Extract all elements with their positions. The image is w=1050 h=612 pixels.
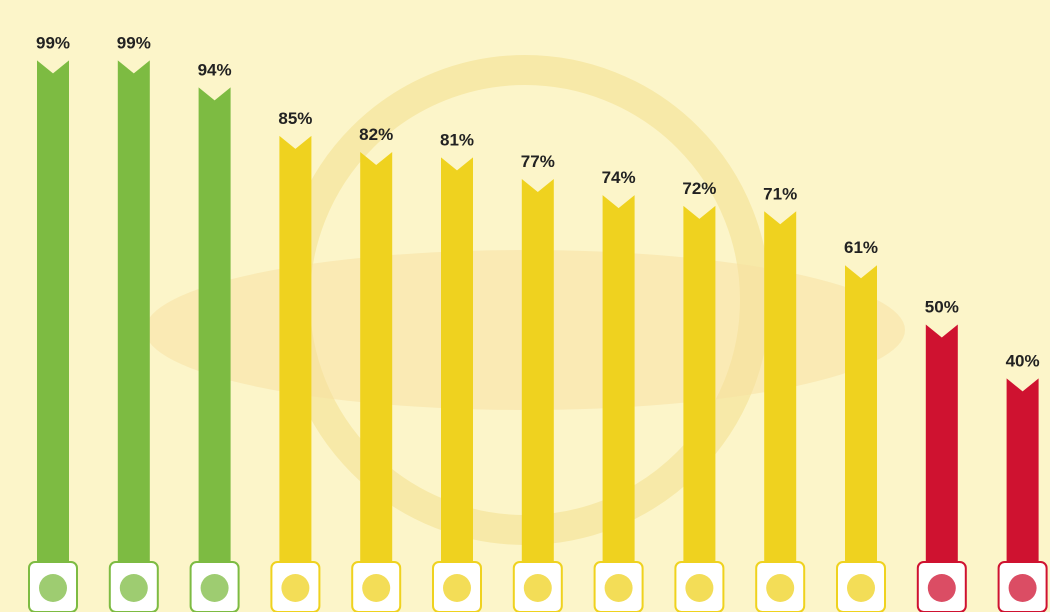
value-label: 77% — [521, 152, 555, 171]
value-label: 85% — [278, 109, 312, 128]
logo-emblem — [604, 574, 633, 602]
bar — [764, 211, 797, 612]
value-label: 71% — [763, 184, 797, 203]
bar — [683, 205, 716, 612]
bar — [521, 178, 554, 612]
logo-emblem — [39, 574, 67, 602]
value-label: 99% — [36, 33, 70, 52]
bar — [37, 60, 69, 612]
logo-emblem — [281, 574, 310, 602]
bar — [925, 324, 958, 612]
logo-emblem — [119, 574, 148, 602]
bars: 99% 99% 94% 85% 82% 81% 77% 74% 72% 71% 61% 50% 40% — [36, 33, 1040, 612]
value-label: 94% — [198, 60, 232, 79]
bar — [279, 135, 312, 612]
bar — [441, 157, 473, 612]
logo-emblem — [362, 574, 391, 602]
bar — [845, 265, 877, 612]
bar — [1006, 378, 1039, 612]
logos — [28, 561, 1048, 612]
value-label: 50% — [925, 298, 959, 317]
bar — [602, 195, 635, 612]
value-label: 40% — [1006, 351, 1040, 370]
logo-emblem — [685, 574, 714, 602]
value-label: 72% — [682, 179, 716, 198]
logo-emblem — [523, 574, 552, 602]
logo-emblem — [1008, 574, 1037, 602]
logo-emblem — [443, 574, 471, 602]
bar — [198, 87, 231, 612]
bar — [360, 152, 393, 612]
logo-emblem — [200, 574, 229, 602]
value-label: 82% — [359, 125, 393, 144]
value-label: 61% — [844, 238, 878, 257]
bar — [117, 60, 150, 612]
value-label: 99% — [117, 33, 151, 52]
logo-emblem — [766, 574, 795, 602]
value-label: 74% — [602, 168, 636, 187]
logo-emblem — [927, 574, 956, 602]
logo-emblem — [847, 574, 875, 602]
value-label: 81% — [440, 130, 474, 149]
